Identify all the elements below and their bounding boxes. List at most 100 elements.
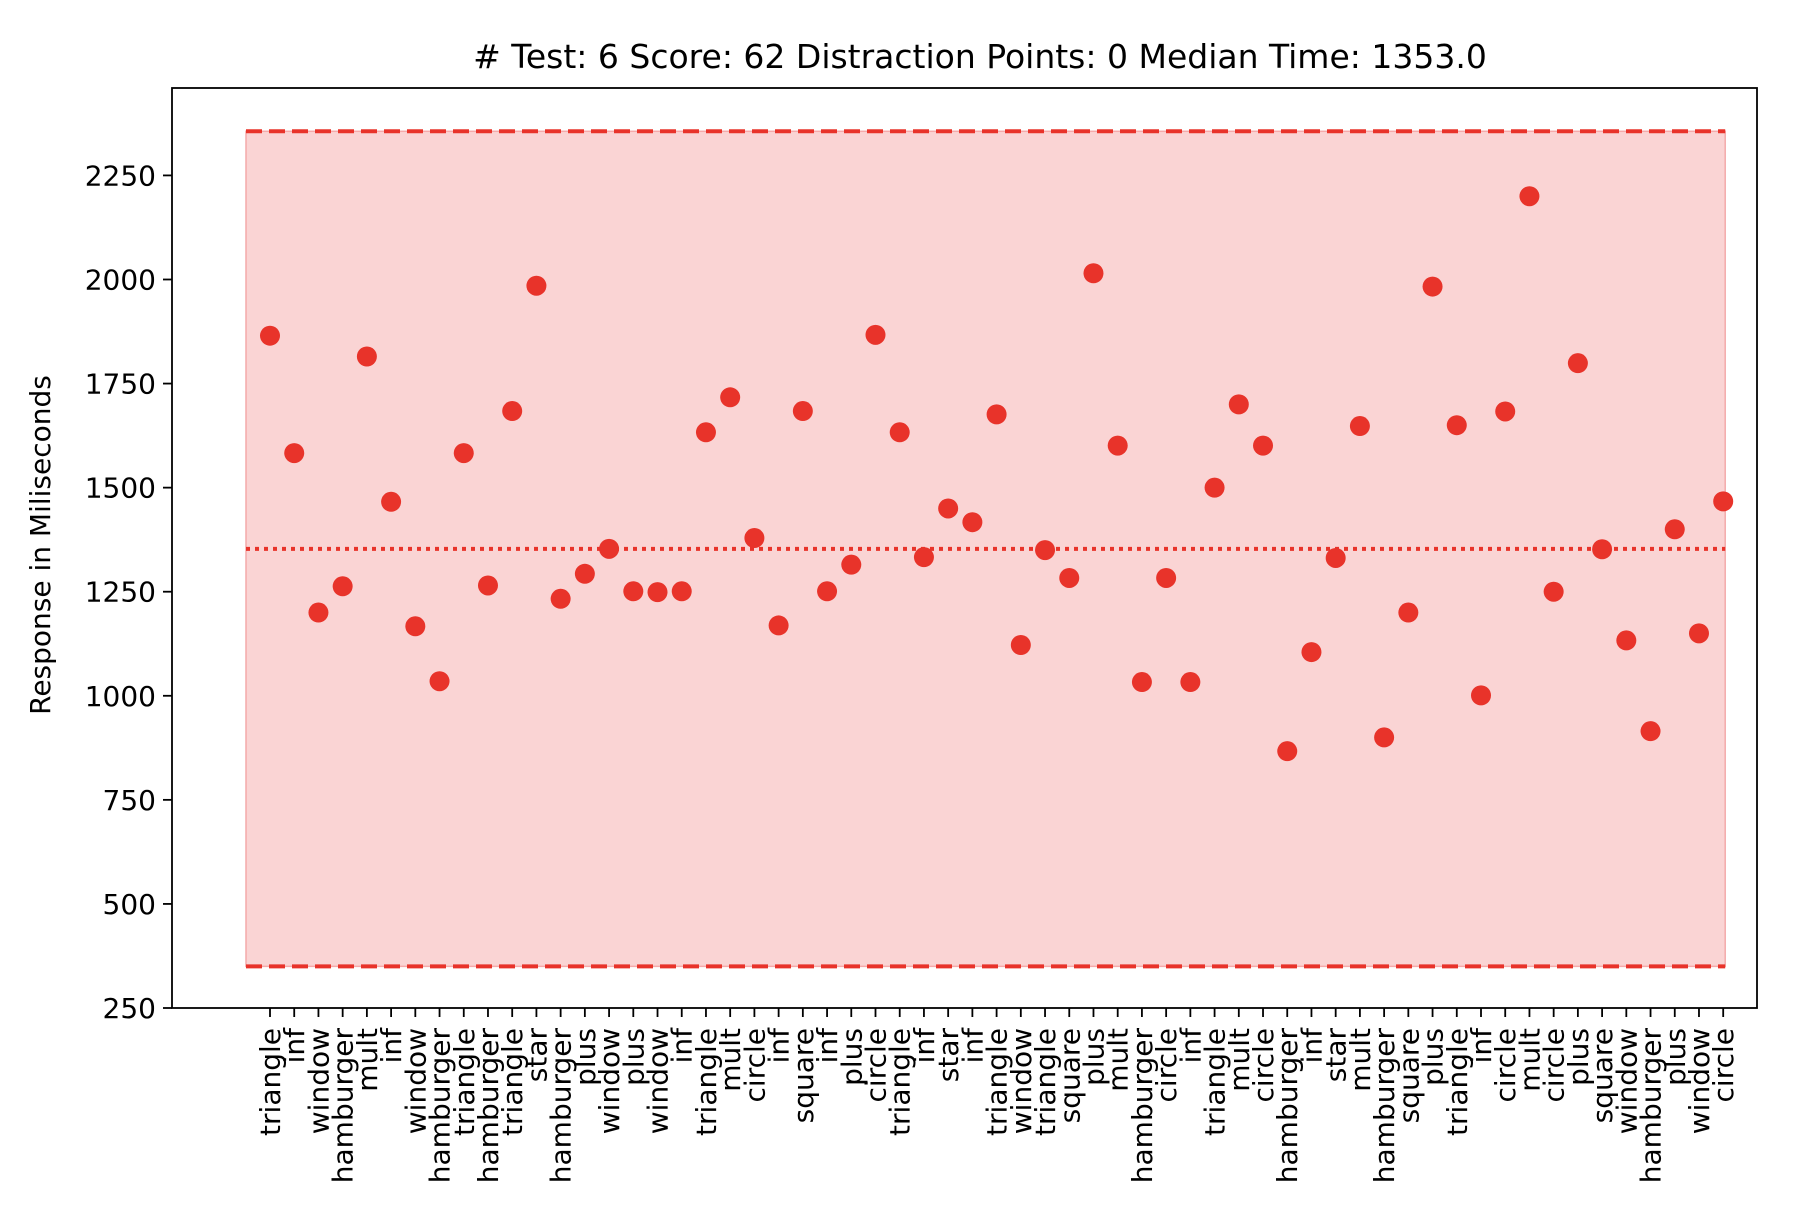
x-tick-label: square bbox=[787, 1028, 820, 1123]
x-tick-label: mult bbox=[1513, 1028, 1546, 1092]
data-point bbox=[695, 422, 716, 443]
data-point bbox=[308, 602, 329, 623]
y-axis-label: Response in Miliseconds bbox=[24, 375, 57, 715]
data-point bbox=[1398, 602, 1419, 623]
data-point bbox=[865, 324, 886, 345]
data-point bbox=[986, 404, 1007, 425]
y-tick-label: 1000 bbox=[85, 680, 156, 713]
data-point bbox=[1180, 672, 1201, 693]
plot-frame bbox=[171, 87, 1758, 1009]
x-tick-label: window bbox=[1610, 1028, 1643, 1134]
x-tick-label: mult bbox=[351, 1028, 384, 1092]
x-tick-label: circle bbox=[1247, 1028, 1280, 1102]
x-tick-label: square bbox=[1586, 1028, 1619, 1123]
data-point bbox=[1228, 394, 1249, 415]
data-point bbox=[671, 581, 692, 602]
data-point bbox=[429, 671, 450, 692]
reference-lines bbox=[246, 129, 1726, 969]
data-point bbox=[1301, 642, 1322, 663]
data-point bbox=[260, 325, 280, 346]
data-point bbox=[1107, 435, 1128, 456]
x-tick-label: plus bbox=[1077, 1028, 1110, 1086]
data-point bbox=[938, 498, 959, 519]
x-tick-label: mult bbox=[1223, 1028, 1256, 1092]
data-point bbox=[1688, 623, 1709, 644]
x-tick-label: inf bbox=[956, 1027, 989, 1064]
x-tick-label: hamburger bbox=[545, 1028, 578, 1184]
data-point bbox=[841, 554, 862, 575]
data-point bbox=[1592, 539, 1613, 560]
data-point bbox=[453, 443, 474, 464]
x-tick-label: circle bbox=[1489, 1028, 1522, 1102]
x-tick-label: triangle bbox=[496, 1028, 529, 1136]
x-tick-label: star bbox=[1320, 1028, 1353, 1083]
x-tick-label: inf bbox=[375, 1027, 408, 1064]
x-tick-label: triangle bbox=[254, 1028, 287, 1136]
x-tick-label: circle bbox=[1538, 1028, 1571, 1102]
data-point bbox=[332, 576, 353, 597]
x-tick-label: mult bbox=[1102, 1028, 1135, 1092]
x-tick-label: circle bbox=[860, 1028, 893, 1102]
data-point bbox=[477, 575, 498, 596]
x-tick-label: window bbox=[1683, 1028, 1716, 1134]
data-point bbox=[792, 401, 813, 422]
data-point bbox=[1156, 567, 1177, 588]
data-point bbox=[1495, 401, 1516, 422]
x-tick-label: window bbox=[302, 1028, 335, 1134]
x-tick-label: window bbox=[593, 1028, 626, 1134]
data-point bbox=[1567, 353, 1588, 374]
x-tick-label: square bbox=[1053, 1028, 1086, 1123]
data-point bbox=[913, 547, 934, 568]
data-point bbox=[1035, 540, 1056, 561]
x-tick-label: window bbox=[642, 1028, 675, 1134]
data-point bbox=[1543, 581, 1564, 602]
y-tick-label: 1750 bbox=[85, 368, 156, 401]
data-point bbox=[720, 387, 741, 408]
data-point bbox=[1616, 630, 1637, 651]
x-tick-label: window bbox=[1005, 1028, 1038, 1134]
y-tick-label: 250 bbox=[103, 992, 156, 1025]
data-point bbox=[526, 275, 547, 296]
data-point bbox=[1713, 491, 1734, 512]
data-point bbox=[1519, 186, 1540, 207]
x-tick-label: inf bbox=[1295, 1027, 1328, 1064]
data-point bbox=[1664, 519, 1685, 540]
x-tick-label: hamburger bbox=[472, 1028, 505, 1184]
y-tick-label: 500 bbox=[103, 888, 156, 921]
x-tick-label: plus bbox=[835, 1028, 868, 1086]
x-tick-label: plus bbox=[1659, 1028, 1692, 1086]
x-tick-label: window bbox=[399, 1028, 432, 1134]
y-tick-label: 1250 bbox=[85, 576, 156, 609]
data-point bbox=[381, 491, 402, 512]
data-point bbox=[744, 528, 765, 549]
data-point bbox=[962, 512, 983, 533]
data-point bbox=[1640, 721, 1661, 742]
x-tick-label: triangle bbox=[690, 1028, 723, 1136]
x-tick-label: triangle bbox=[1441, 1028, 1474, 1136]
data-point bbox=[1131, 672, 1152, 693]
data-point bbox=[1010, 634, 1031, 655]
data-point bbox=[1446, 415, 1467, 436]
x-tick-label: mult bbox=[714, 1028, 747, 1092]
x-tick-label: plus bbox=[1562, 1028, 1595, 1086]
x-tick-label: hamburger bbox=[327, 1028, 360, 1184]
x-tick-label: inf bbox=[763, 1027, 796, 1064]
x-tick-label: hamburger bbox=[424, 1028, 457, 1184]
y-tick-label: 750 bbox=[103, 784, 156, 817]
x-tick-label: inf bbox=[908, 1027, 941, 1064]
x-tick-label: inf bbox=[278, 1027, 311, 1064]
x-tick-label: triangle bbox=[1029, 1028, 1062, 1136]
data-point bbox=[1325, 547, 1346, 568]
x-tick-label: mult bbox=[1344, 1028, 1377, 1092]
x-tick-label: circle bbox=[1150, 1028, 1183, 1102]
data-point bbox=[1253, 435, 1274, 456]
x-tick-label: hamburger bbox=[1271, 1028, 1304, 1184]
data-point bbox=[356, 346, 377, 367]
data-point bbox=[405, 616, 426, 637]
y-tick-label: 2000 bbox=[85, 263, 156, 296]
y-axis: 250 500 750 1000 1250 1500 1750 2000 2250 bbox=[85, 159, 172, 1025]
x-tick-label: plus bbox=[617, 1028, 650, 1086]
data-point bbox=[1277, 741, 1298, 762]
data-point bbox=[574, 563, 595, 584]
